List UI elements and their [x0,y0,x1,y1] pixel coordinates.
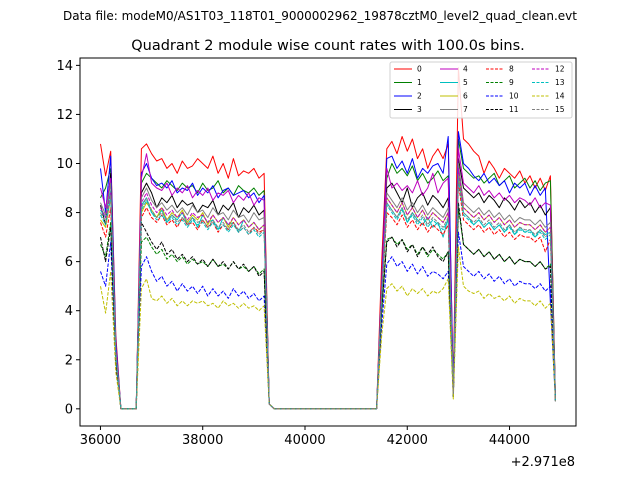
series-line-14 [100,246,556,410]
series-layer [100,67,556,410]
legend-item-1: 1 [394,78,422,87]
legend-item-15: 15 [532,105,565,114]
y-tick-label: 6 [65,255,73,270]
x-tick-label: 44000 [489,433,530,448]
chart-title: Quadrant 2 module wise count rates with … [131,38,525,54]
suptitle: Data file: modeM0/AS1T03_118T01_90000029… [63,9,577,23]
legend-item-7: 7 [440,105,468,114]
legend-label: 4 [463,65,468,74]
x-tick-label: 36000 [80,433,121,448]
legend-item-10: 10 [486,92,519,101]
series-line-10 [100,231,556,410]
legend-label: 8 [509,65,514,74]
legend-item-8: 8 [486,65,514,74]
x-tick-label: 40000 [284,433,325,448]
legend-item-2: 2 [394,92,422,101]
y-tick-label: 0 [65,402,73,417]
series-line-2 [100,131,556,410]
legend-item-12: 12 [532,65,565,74]
series-line-11 [100,202,556,410]
legend-item-0: 0 [394,65,422,74]
series-line-0 [100,67,556,410]
legend-label: 6 [463,92,468,101]
legend-item-3: 3 [394,105,422,114]
y-tick-label: 10 [56,157,73,172]
plot-frame [79,57,577,427]
legend-item-6: 6 [440,92,468,101]
series-line-13 [100,177,556,410]
series-line-15 [100,175,556,410]
legend-label: 1 [417,78,422,87]
y-tick-label: 2 [65,353,73,368]
legend-item-5: 5 [440,78,468,87]
legend-item-9: 9 [486,78,514,87]
legend-label: 12 [555,65,565,74]
y-tick-label: 14 [56,59,73,74]
series-line-3 [100,158,556,410]
series-line-5 [100,167,556,410]
legend-label: 11 [509,105,519,114]
legend-label: 9 [509,78,514,87]
legend-item-4: 4 [440,65,468,74]
series-line-12 [100,167,556,410]
series-line-4 [100,148,556,410]
y-tick-label: 8 [65,206,73,221]
series-line-9 [100,207,556,410]
legend-label: 15 [555,105,565,114]
legend-label: 10 [509,92,519,101]
y-tick-label: 12 [56,108,73,123]
legend-label: 3 [417,105,422,114]
legend-label: 5 [463,78,468,87]
legend-item-11: 11 [486,105,519,114]
x-axis-offset-label: +2.971e8 [511,455,575,470]
legend-label: 14 [555,92,565,101]
legend-label: 13 [555,78,565,87]
legend-label: 0 [417,65,422,74]
legend-label: 2 [417,92,422,101]
legend-box [389,61,573,119]
legend-label: 7 [463,105,468,114]
legend-item-14: 14 [532,92,565,101]
y-tick-label: 4 [65,304,73,319]
x-tick-label: 42000 [387,433,428,448]
x-tick-label: 38000 [182,433,223,448]
legend-item-13: 13 [532,78,565,87]
